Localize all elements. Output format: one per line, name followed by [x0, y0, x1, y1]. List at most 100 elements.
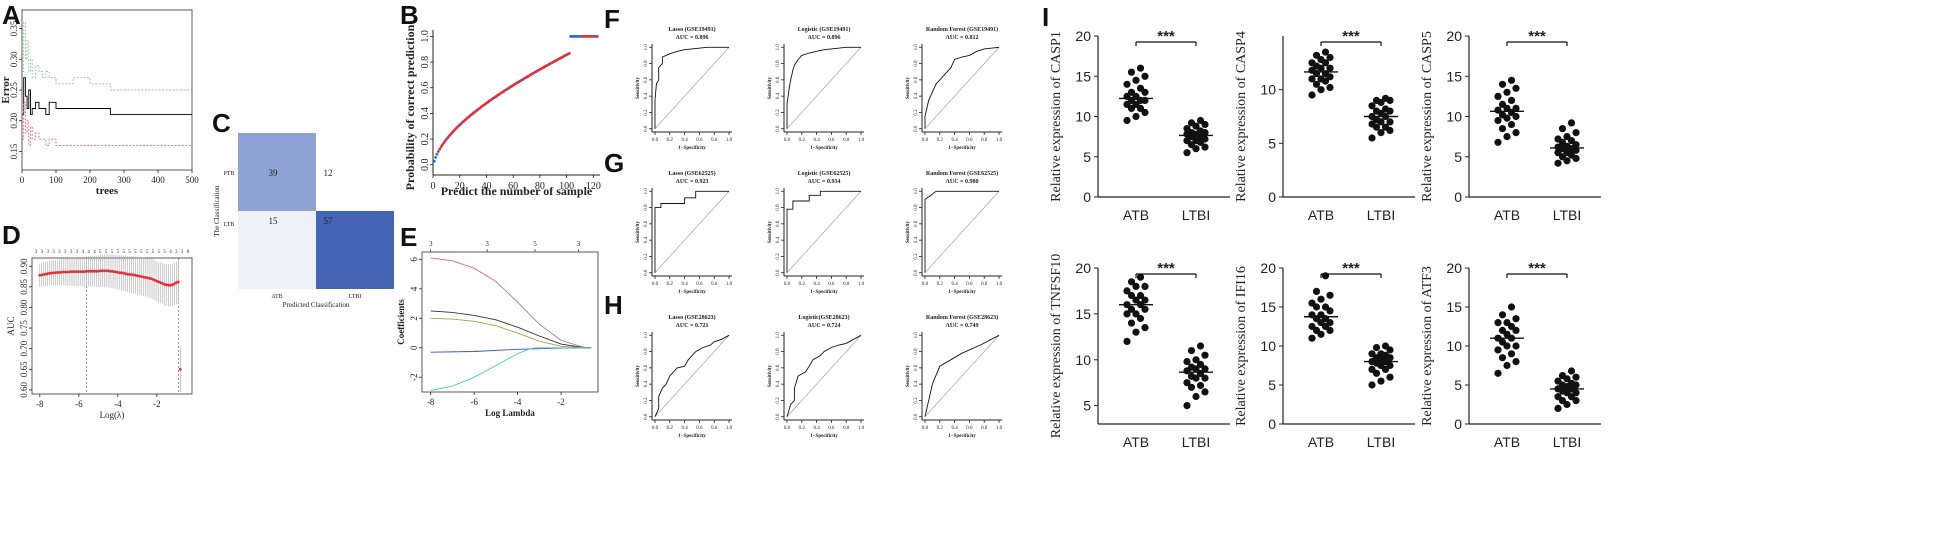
data-point	[436, 150, 440, 153]
roc-plot: 0.0 0.2 0.4 0.6 0.8 1.0 0.0 0.2 0.4 0.6 0.8 1.0 Lass…	[636, 314, 733, 439]
data-point	[1554, 159, 1562, 167]
top-tick-label: 3	[46, 250, 49, 255]
error-line-class1	[22, 21, 192, 91]
data-point	[1507, 350, 1516, 358]
data-point	[1498, 125, 1507, 133]
data-point	[1136, 273, 1145, 281]
roc-diagonal	[924, 191, 1000, 273]
significance-stars: ***	[1342, 260, 1360, 277]
cell-value: 12	[324, 168, 333, 178]
category-label: ATB	[1123, 434, 1149, 450]
top-tick-label: 5	[105, 250, 108, 255]
x-tick-label: 0.4	[813, 282, 820, 287]
data-point	[441, 143, 444, 147]
panel-label-d: D	[2, 220, 21, 250]
y-axis-title: Coefficients	[396, 299, 406, 345]
top-tick-label: 5	[122, 250, 125, 255]
top-tick-label: 5	[99, 250, 102, 255]
y-axis-title: Relative expression of ATF3	[1420, 266, 1435, 426]
roc-auc: AUC = 0.923	[676, 179, 709, 185]
y-tick-label: 0.70	[19, 340, 29, 356]
data-point	[1494, 369, 1502, 377]
data-point	[1377, 377, 1385, 385]
y-axis-title: Relative expression of CASP5	[1420, 31, 1435, 202]
roc-plot: 0.0 0.2 0.4 0.6 0.8 1.0 0.0 0.2 0.4 0.6 0.8 1.0 Logi…	[768, 26, 865, 151]
x-tick-label: 0.0	[922, 282, 929, 287]
x-tick-label: 400	[151, 175, 165, 185]
data-point	[1326, 83, 1334, 92]
y-axis-title: Sensitivity	[768, 220, 773, 243]
y-tick-label: 0.4	[914, 237, 919, 244]
y-tick-label: 10	[1446, 338, 1462, 354]
x-axis-title: 1−Specificity	[810, 434, 838, 439]
roc-diagonal	[924, 47, 1000, 129]
top-tick-label: 5	[134, 250, 137, 255]
data-point	[1123, 337, 1131, 345]
roc-auc: AUC = 0.896	[808, 35, 841, 41]
data-point	[1136, 291, 1145, 300]
data-point	[1498, 354, 1507, 362]
x-tick-label: 0.0	[652, 282, 659, 287]
row-label: LTB	[224, 222, 235, 228]
data-point	[1312, 51, 1321, 59]
data-point	[1512, 129, 1520, 137]
data-point	[1386, 373, 1394, 381]
y-tick-label: 4	[409, 286, 419, 291]
significance-stars: ***	[1342, 28, 1360, 45]
x-tick-label: 0.8	[711, 282, 718, 287]
y-tick-label: 0.4	[644, 237, 649, 244]
x-tick-label: 1.0	[996, 426, 1003, 431]
data-point	[1554, 377, 1562, 385]
x-tick-label: -8	[36, 399, 44, 409]
y-tick-label: 0.35	[9, 20, 19, 36]
auc-point	[118, 271, 122, 275]
data-point	[1498, 111, 1507, 119]
error-line-OOB	[22, 77, 192, 116]
y-tick-label: 0.0	[914, 269, 919, 276]
y-tick-label: 0.0	[420, 158, 431, 171]
x-tick-label: 0.6	[696, 426, 703, 431]
roc-diagonal	[654, 191, 730, 273]
top-tick-label: 4	[87, 250, 90, 255]
x-tick-label: 0.0	[652, 138, 659, 143]
x-tick-label: 0.8	[711, 138, 718, 143]
matrix-cell	[238, 211, 316, 289]
auc-point	[100, 269, 104, 273]
data-point	[1321, 70, 1330, 78]
data-point	[1201, 388, 1209, 396]
panel-label-f: F	[604, 4, 620, 34]
data-point	[1554, 143, 1562, 151]
x-tick-label: 0.0	[784, 138, 791, 143]
data-point	[1123, 310, 1131, 318]
roc-curve	[924, 46, 1000, 129]
roc-diagonal	[654, 47, 730, 129]
x-tick-label: 20	[455, 181, 465, 192]
data-point	[1377, 350, 1385, 358]
top-tick-label: 5	[128, 250, 131, 255]
y-axis-title: AUC	[6, 316, 16, 335]
top-tick-label: 5	[140, 250, 143, 255]
data-point	[1136, 84, 1145, 92]
roc-title: Lasso (GSE19491)	[668, 26, 715, 33]
x-tick-label: 0.4	[681, 426, 688, 431]
x-tick-label: -6	[75, 399, 83, 409]
y-tick-label: 0.0	[644, 413, 649, 420]
data-point	[1503, 319, 1511, 327]
data-point	[1368, 365, 1376, 373]
x-tick-label: 0.0	[652, 426, 659, 431]
x-tick-label: 100	[559, 181, 574, 192]
y-tick-label: 2	[409, 316, 419, 321]
x-tick-label: 40	[481, 181, 491, 192]
y-tick-label: 0.60	[19, 382, 29, 398]
y-tick-label: 0.4	[644, 93, 649, 100]
x-tick-label: 0.4	[681, 282, 688, 287]
y-tick-label: 0.65	[19, 361, 29, 377]
data-point	[1187, 372, 1196, 380]
data-point	[1368, 102, 1376, 110]
data-point	[1507, 303, 1516, 311]
data-point	[1368, 350, 1376, 358]
x-tick-label: 0.4	[681, 138, 688, 143]
data-point	[1572, 373, 1580, 381]
plot-frame	[421, 251, 599, 393]
